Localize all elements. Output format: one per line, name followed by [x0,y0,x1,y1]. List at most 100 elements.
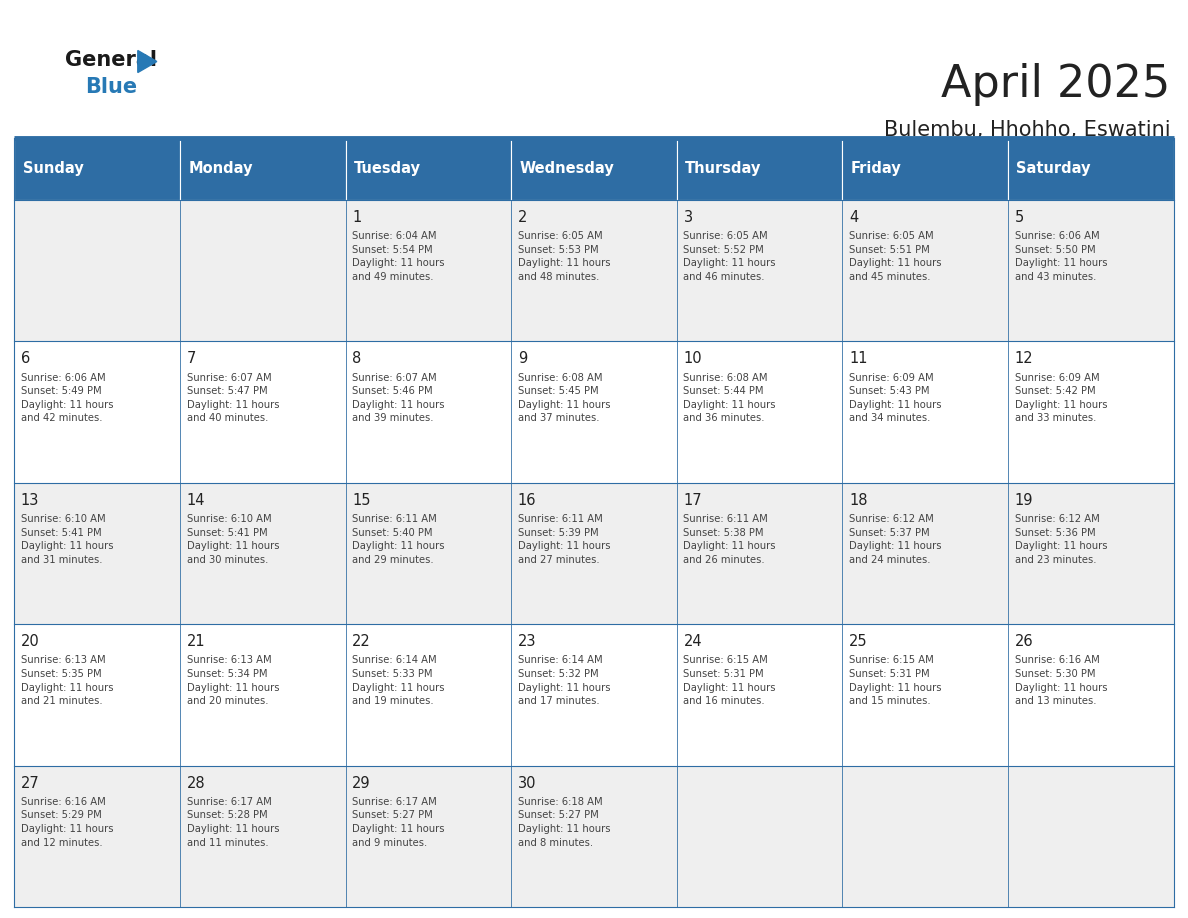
Bar [346,483,511,624]
Bar [14,341,179,483]
Text: Sunrise: 6:16 AM
Sunset: 5:29 PM
Daylight: 11 hours
and 12 minutes.: Sunrise: 6:16 AM Sunset: 5:29 PM Dayligh… [21,797,113,847]
Text: 6: 6 [21,352,30,366]
Bar [179,200,346,341]
Bar [346,138,511,200]
Text: Sunrise: 6:08 AM
Sunset: 5:45 PM
Daylight: 11 hours
and 37 minutes.: Sunrise: 6:08 AM Sunset: 5:45 PM Dayligh… [518,373,611,423]
Bar [511,200,677,341]
Text: 26: 26 [1015,634,1034,649]
Text: Sunrise: 6:08 AM
Sunset: 5:44 PM
Daylight: 11 hours
and 36 minutes.: Sunrise: 6:08 AM Sunset: 5:44 PM Dayligh… [683,373,776,423]
Text: 25: 25 [849,634,867,649]
Text: 30: 30 [518,776,536,790]
Bar [1009,200,1174,341]
Text: Sunrise: 6:11 AM
Sunset: 5:38 PM
Daylight: 11 hours
and 26 minutes.: Sunrise: 6:11 AM Sunset: 5:38 PM Dayligh… [683,514,776,565]
Text: 3: 3 [683,210,693,225]
Text: Sunrise: 6:14 AM
Sunset: 5:33 PM
Daylight: 11 hours
and 19 minutes.: Sunrise: 6:14 AM Sunset: 5:33 PM Dayligh… [352,655,444,706]
Bar [511,138,677,200]
Text: 29: 29 [352,776,371,790]
Text: Friday: Friday [851,162,902,176]
Text: 18: 18 [849,493,867,508]
Polygon shape [138,50,157,73]
Text: 10: 10 [683,352,702,366]
Text: Sunrise: 6:06 AM
Sunset: 5:49 PM
Daylight: 11 hours
and 42 minutes.: Sunrise: 6:06 AM Sunset: 5:49 PM Dayligh… [21,373,113,423]
Text: 14: 14 [187,493,206,508]
Text: 4: 4 [849,210,859,225]
Text: Wednesday: Wednesday [519,162,614,176]
Text: Sunrise: 6:10 AM
Sunset: 5:41 PM
Daylight: 11 hours
and 31 minutes.: Sunrise: 6:10 AM Sunset: 5:41 PM Dayligh… [21,514,113,565]
Bar [511,483,677,624]
Text: Sunday: Sunday [23,162,83,176]
Bar [1009,624,1174,766]
Text: Sunrise: 6:04 AM
Sunset: 5:54 PM
Daylight: 11 hours
and 49 minutes.: Sunrise: 6:04 AM Sunset: 5:54 PM Dayligh… [352,231,444,282]
Bar [842,483,1009,624]
Text: Sunrise: 6:07 AM
Sunset: 5:46 PM
Daylight: 11 hours
and 39 minutes.: Sunrise: 6:07 AM Sunset: 5:46 PM Dayligh… [352,373,444,423]
Text: 11: 11 [849,352,867,366]
Text: 1: 1 [352,210,361,225]
Text: 21: 21 [187,634,206,649]
Bar [677,624,842,766]
Bar [179,483,346,624]
Text: Tuesday: Tuesday [354,162,421,176]
Bar [1009,766,1174,907]
Text: 15: 15 [352,493,371,508]
Text: Thursday: Thursday [685,162,762,176]
Text: 19: 19 [1015,493,1034,508]
Bar [346,766,511,907]
Text: 13: 13 [21,493,39,508]
Text: Sunrise: 6:16 AM
Sunset: 5:30 PM
Daylight: 11 hours
and 13 minutes.: Sunrise: 6:16 AM Sunset: 5:30 PM Dayligh… [1015,655,1107,706]
Text: Sunrise: 6:13 AM
Sunset: 5:35 PM
Daylight: 11 hours
and 21 minutes.: Sunrise: 6:13 AM Sunset: 5:35 PM Dayligh… [21,655,113,706]
Bar [677,200,842,341]
Bar [1009,138,1174,200]
Bar [511,624,677,766]
Bar [677,138,842,200]
Bar [842,766,1009,907]
Bar [14,200,179,341]
Bar [842,200,1009,341]
Text: Sunrise: 6:11 AM
Sunset: 5:39 PM
Daylight: 11 hours
and 27 minutes.: Sunrise: 6:11 AM Sunset: 5:39 PM Dayligh… [518,514,611,565]
Text: 22: 22 [352,634,371,649]
Bar [14,624,179,766]
Text: Saturday: Saturday [1017,162,1091,176]
Text: 17: 17 [683,493,702,508]
Text: 12: 12 [1015,352,1034,366]
Text: 28: 28 [187,776,206,790]
Text: Sunrise: 6:09 AM
Sunset: 5:43 PM
Daylight: 11 hours
and 34 minutes.: Sunrise: 6:09 AM Sunset: 5:43 PM Dayligh… [849,373,942,423]
Text: Sunrise: 6:14 AM
Sunset: 5:32 PM
Daylight: 11 hours
and 17 minutes.: Sunrise: 6:14 AM Sunset: 5:32 PM Dayligh… [518,655,611,706]
Bar [346,341,511,483]
Text: April 2025: April 2025 [941,63,1170,106]
Text: Sunrise: 6:07 AM
Sunset: 5:47 PM
Daylight: 11 hours
and 40 minutes.: Sunrise: 6:07 AM Sunset: 5:47 PM Dayligh… [187,373,279,423]
Text: General: General [65,50,157,70]
Bar [842,138,1009,200]
Text: Sunrise: 6:11 AM
Sunset: 5:40 PM
Daylight: 11 hours
and 29 minutes.: Sunrise: 6:11 AM Sunset: 5:40 PM Dayligh… [352,514,444,565]
Bar [14,138,179,200]
Bar [1009,483,1174,624]
Text: Sunrise: 6:05 AM
Sunset: 5:53 PM
Daylight: 11 hours
and 48 minutes.: Sunrise: 6:05 AM Sunset: 5:53 PM Dayligh… [518,231,611,282]
Bar [677,766,842,907]
Text: 9: 9 [518,352,527,366]
Text: Sunrise: 6:17 AM
Sunset: 5:28 PM
Daylight: 11 hours
and 11 minutes.: Sunrise: 6:17 AM Sunset: 5:28 PM Dayligh… [187,797,279,847]
Bar [179,766,346,907]
Bar [677,341,842,483]
Text: 16: 16 [518,493,536,508]
Bar [511,766,677,907]
Bar [511,341,677,483]
Bar [14,483,179,624]
Bar [179,138,346,200]
Bar [842,624,1009,766]
Text: Sunrise: 6:10 AM
Sunset: 5:41 PM
Daylight: 11 hours
and 30 minutes.: Sunrise: 6:10 AM Sunset: 5:41 PM Dayligh… [187,514,279,565]
Text: 23: 23 [518,634,536,649]
Text: Sunrise: 6:05 AM
Sunset: 5:51 PM
Daylight: 11 hours
and 45 minutes.: Sunrise: 6:05 AM Sunset: 5:51 PM Dayligh… [849,231,942,282]
Bar [179,624,346,766]
Text: 7: 7 [187,352,196,366]
Text: Sunrise: 6:15 AM
Sunset: 5:31 PM
Daylight: 11 hours
and 16 minutes.: Sunrise: 6:15 AM Sunset: 5:31 PM Dayligh… [683,655,776,706]
Text: Sunrise: 6:12 AM
Sunset: 5:37 PM
Daylight: 11 hours
and 24 minutes.: Sunrise: 6:12 AM Sunset: 5:37 PM Dayligh… [849,514,942,565]
Text: Sunrise: 6:09 AM
Sunset: 5:42 PM
Daylight: 11 hours
and 33 minutes.: Sunrise: 6:09 AM Sunset: 5:42 PM Dayligh… [1015,373,1107,423]
Bar [346,200,511,341]
Text: 27: 27 [21,776,39,790]
Bar [677,483,842,624]
Text: Sunrise: 6:15 AM
Sunset: 5:31 PM
Daylight: 11 hours
and 15 minutes.: Sunrise: 6:15 AM Sunset: 5:31 PM Dayligh… [849,655,942,706]
Text: Sunrise: 6:18 AM
Sunset: 5:27 PM
Daylight: 11 hours
and 8 minutes.: Sunrise: 6:18 AM Sunset: 5:27 PM Dayligh… [518,797,611,847]
Text: 8: 8 [352,352,361,366]
Text: Sunrise: 6:17 AM
Sunset: 5:27 PM
Daylight: 11 hours
and 9 minutes.: Sunrise: 6:17 AM Sunset: 5:27 PM Dayligh… [352,797,444,847]
Text: Monday: Monday [188,162,253,176]
Bar [1009,341,1174,483]
